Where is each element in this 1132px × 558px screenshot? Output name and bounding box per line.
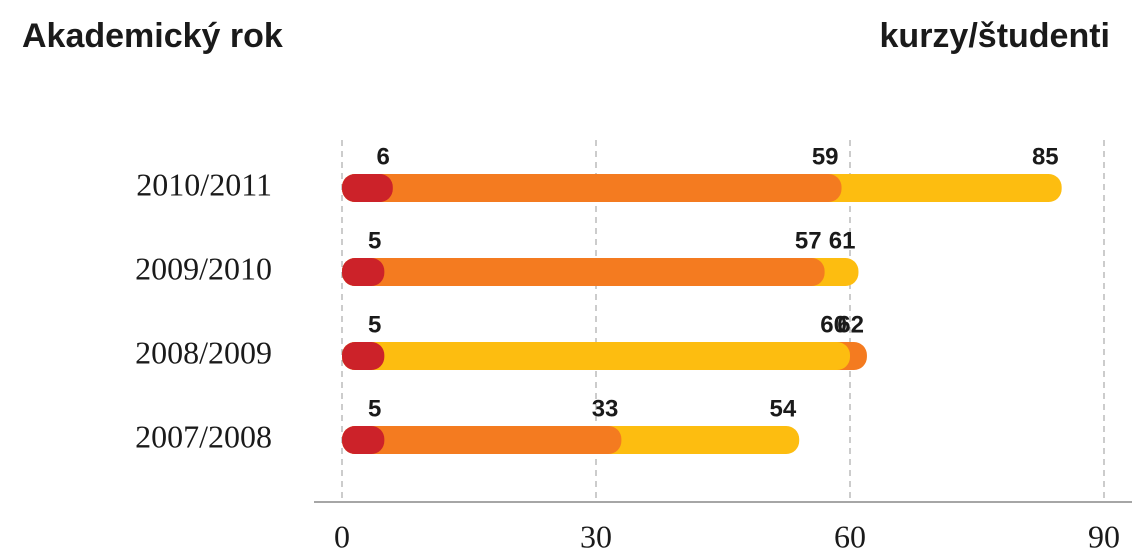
bar [342, 258, 385, 286]
value-label: 60 [820, 311, 847, 338]
y-tick-label: 2007/2008 [135, 418, 272, 454]
x-tick-label: 30 [580, 518, 612, 554]
bar [342, 258, 825, 286]
bar [342, 174, 842, 202]
value-label: 61 [829, 227, 856, 254]
bar [342, 342, 850, 370]
x-tick-label: 0 [334, 518, 350, 554]
bar [342, 342, 385, 370]
y-tick-label: 2010/2011 [136, 166, 272, 202]
value-label: 85 [1032, 143, 1059, 170]
y-tick-label: 2009/2010 [135, 250, 272, 286]
value-label: 62 [837, 311, 864, 338]
chart-subtitle: kurzy/študenti [880, 17, 1110, 55]
bar [342, 426, 622, 454]
chart-title: Akademický rok [22, 17, 283, 55]
x-tick-label: 90 [1088, 518, 1120, 554]
y-tick-label: 2008/2009 [135, 334, 272, 370]
bar [342, 426, 385, 454]
x-tick-label: 60 [834, 518, 866, 554]
value-label: 5 [368, 227, 381, 254]
value-label: 33 [592, 395, 619, 422]
value-label: 6 [376, 143, 389, 170]
value-label: 5 [368, 311, 381, 338]
bar [342, 174, 393, 202]
value-label: 54 [769, 395, 796, 422]
value-label: 59 [812, 143, 839, 170]
value-label: 57 [795, 227, 822, 254]
value-label: 5 [368, 395, 381, 422]
